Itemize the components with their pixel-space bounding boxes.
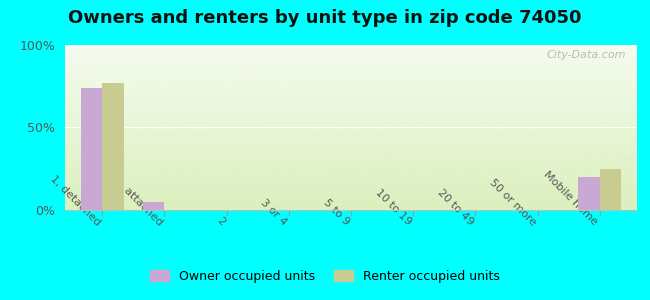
Bar	[102, 83, 124, 210]
Bar	[578, 177, 600, 210]
Text: City-Data.com: City-Data.com	[546, 50, 625, 60]
Bar	[143, 202, 164, 210]
Legend: Owner occupied units, Renter occupied units: Owner occupied units, Renter occupied un…	[146, 265, 504, 288]
Text: Owners and renters by unit type in zip code 74050: Owners and renters by unit type in zip c…	[68, 9, 582, 27]
Bar	[600, 169, 621, 210]
Bar	[81, 88, 102, 210]
